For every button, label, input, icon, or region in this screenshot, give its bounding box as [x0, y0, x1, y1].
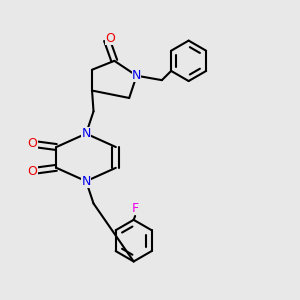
Text: N: N [81, 175, 91, 188]
Text: O: O [28, 137, 38, 150]
Text: F: F [132, 202, 139, 215]
Text: O: O [28, 165, 38, 178]
Text: O: O [105, 32, 115, 45]
Text: N: N [81, 127, 91, 140]
Text: N: N [132, 69, 141, 82]
